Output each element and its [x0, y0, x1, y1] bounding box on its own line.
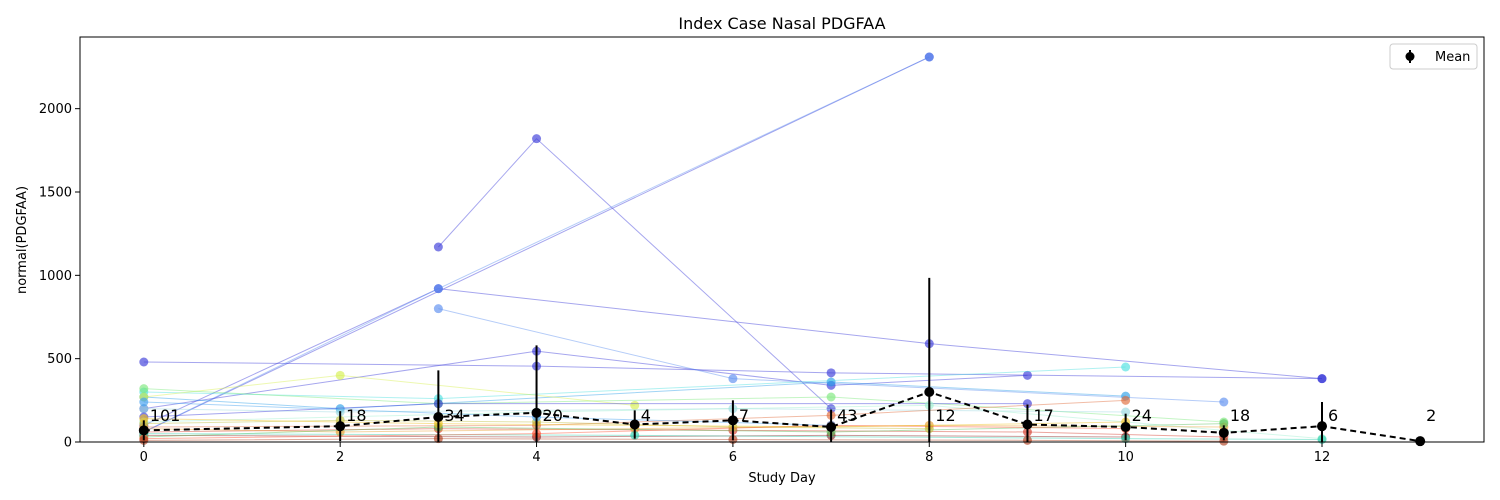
subject-point — [1317, 374, 1327, 384]
x-tick-label: 8 — [925, 450, 933, 465]
subject-point — [1219, 419, 1229, 429]
subject-point — [728, 374, 738, 384]
subject-series — [433, 304, 1229, 407]
y-tick-label: 1500 — [39, 186, 72, 201]
legend-marker-icon — [1405, 52, 1415, 61]
subject-point — [433, 284, 443, 294]
subject-point — [139, 384, 149, 394]
count-label: 18 — [346, 406, 366, 425]
subject-point — [924, 52, 934, 62]
y-tick-label: 1000 — [39, 269, 72, 284]
count-label: 101 — [150, 406, 181, 425]
subject-point — [1121, 407, 1131, 417]
mean-point — [1120, 422, 1131, 432]
subject-line — [143, 361, 1323, 380]
mean-point — [335, 421, 346, 432]
chart-title: Index Case Nasal PDGFAA — [678, 14, 885, 33]
x-axis-label: Study Day — [748, 471, 816, 486]
subject-point — [139, 414, 149, 424]
count-label: 6 — [1328, 406, 1338, 425]
y-ticks: 0 500 1000 1500 2000 — [39, 102, 80, 451]
legend: Mean — [1389, 43, 1478, 70]
count-labels: 101 18 34 20 4 7 43 12 17 24 18 6 2 — [150, 406, 1437, 425]
subject-point — [532, 134, 542, 144]
plot-frame — [79, 36, 1485, 443]
plot-background — [80, 37, 1484, 442]
mean-point — [138, 425, 149, 436]
subject-point — [630, 400, 640, 410]
x-tick-label: 6 — [729, 450, 737, 465]
mean-point — [1415, 436, 1426, 447]
mean-point — [826, 422, 837, 432]
x-tick-label: 2 — [336, 450, 344, 465]
subject-point — [335, 370, 345, 380]
mean-point — [629, 419, 640, 430]
count-label: 24 — [1132, 406, 1152, 425]
legend-box — [1389, 43, 1478, 70]
mean-point — [1317, 421, 1327, 432]
subject-point — [433, 242, 443, 252]
subject-point — [139, 404, 149, 414]
subject-point — [826, 404, 836, 414]
y-tick-label: 2000 — [39, 102, 72, 117]
subject-point — [1022, 399, 1032, 409]
count-label: 2 — [1426, 406, 1436, 425]
subject-point — [826, 368, 836, 378]
subject-point — [1022, 370, 1032, 380]
mean-point — [433, 412, 444, 422]
x-ticks: 0 2 4 6 8 10 12 — [140, 442, 1331, 465]
subject-point — [139, 357, 149, 367]
subject-point — [1121, 395, 1131, 405]
subject-line — [143, 288, 1323, 426]
subject-point — [1219, 436, 1229, 446]
count-label: 20 — [543, 406, 563, 425]
mean-point — [1022, 419, 1033, 430]
y-tick-label: 0 — [64, 436, 72, 451]
subject-line — [143, 56, 930, 433]
mean-point — [727, 415, 738, 426]
y-axis-label: normal(PDGFAA) — [15, 186, 30, 294]
subject-series — [433, 134, 836, 414]
mean-series — [138, 277, 1426, 447]
count-label: 4 — [641, 406, 651, 425]
mean-point — [531, 407, 542, 418]
y-tick-label: 500 — [47, 352, 72, 367]
count-label: 17 — [1033, 406, 1053, 425]
subject-point — [1219, 397, 1229, 407]
legend-label-mean: Mean — [1435, 50, 1470, 65]
subject-point — [1121, 362, 1131, 372]
subject-series — [139, 357, 1327, 384]
count-label: 12 — [935, 406, 955, 425]
subject-line — [143, 381, 1126, 410]
count-label: 43 — [837, 406, 857, 425]
x-tick-label: 0 — [140, 450, 148, 465]
subject-point — [139, 397, 149, 407]
mean-point — [1218, 427, 1229, 438]
count-label: 7 — [739, 406, 749, 425]
subject-point — [433, 304, 443, 314]
count-label: 18 — [1230, 406, 1250, 425]
subject-point — [826, 377, 836, 387]
x-tick-label: 4 — [532, 450, 540, 465]
subject-point — [826, 392, 836, 402]
count-label: 34 — [444, 406, 464, 425]
x-tick-label: 10 — [1117, 450, 1134, 465]
mean-point — [924, 387, 935, 397]
x-tick-label: 12 — [1314, 450, 1331, 465]
